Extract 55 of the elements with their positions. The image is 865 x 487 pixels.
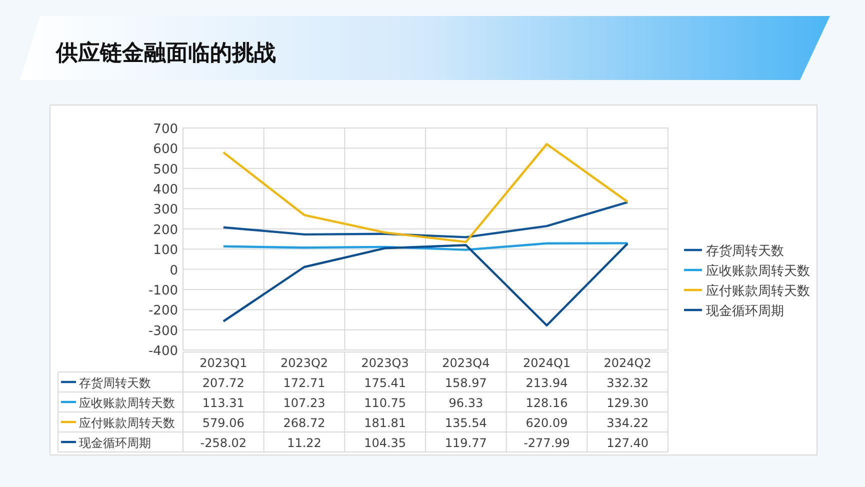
x-tick-label: 2023Q3 xyxy=(361,356,409,370)
chart-title: 供应链金融面临的挑战 xyxy=(55,40,276,66)
data-label: 207.72 xyxy=(202,376,244,390)
data-label: 96.33 xyxy=(448,396,484,410)
data-label: 113.31 xyxy=(202,396,244,410)
line-series xyxy=(222,201,629,238)
data-label: 107.23 xyxy=(283,396,326,410)
x-tick-label: 2024Q1 xyxy=(522,356,571,370)
y-tick-label: 500 xyxy=(153,162,178,178)
y-tick-label: 200 xyxy=(153,222,178,238)
y-tick-label: 700 xyxy=(153,122,178,137)
data-label: 158.97 xyxy=(444,376,487,390)
data-label: 579.06 xyxy=(202,416,244,430)
text: 存货周转天数 xyxy=(79,376,151,390)
data-label: 268.72 xyxy=(283,416,326,430)
legend-label: 存货周转天数 xyxy=(706,244,784,259)
y-tick-label: -100 xyxy=(148,283,178,298)
text: 应付账款周转天数 xyxy=(79,416,175,430)
legend-label: 现金循环周期 xyxy=(706,304,784,319)
text: 应收账款周转天数 xyxy=(79,396,175,410)
data-label: 104.35 xyxy=(364,436,406,450)
y-tick-label: 600 xyxy=(153,142,178,158)
data-label: -277.99 xyxy=(524,436,570,450)
data-label: 129.30 xyxy=(606,396,649,410)
data-label: 172.71 xyxy=(283,376,326,390)
x-tick-label: 2023Q4 xyxy=(442,356,490,370)
text: 现金循环周期 xyxy=(79,436,151,450)
y-tick-label: 100 xyxy=(153,243,178,258)
y-tick-label: 400 xyxy=(153,182,178,198)
data-label: 332.32 xyxy=(606,376,649,390)
data-label: -258.02 xyxy=(200,436,247,450)
data-label: 181.81 xyxy=(364,416,406,430)
data-label: 119.77 xyxy=(444,436,487,450)
data-label: 334.22 xyxy=(606,416,649,430)
line-series xyxy=(222,143,629,244)
y-tick-label: -200 xyxy=(148,304,178,319)
data-label: 110.75 xyxy=(364,396,406,410)
line-series xyxy=(222,242,629,251)
y-tick-label: -300 xyxy=(148,324,178,339)
data-label: 127.40 xyxy=(606,436,649,450)
data-label: 620.09 xyxy=(526,416,568,430)
data-label: 135.54 xyxy=(444,416,487,430)
data-label: 11.22 xyxy=(287,436,322,450)
x-tick-label: 2023Q1 xyxy=(200,356,248,370)
data-label: 175.41 xyxy=(364,376,406,390)
y-tick-label: 300 xyxy=(153,202,178,218)
data-label: 213.94 xyxy=(526,376,568,390)
line-series xyxy=(222,242,629,326)
x-tick-label: 2023Q2 xyxy=(280,356,328,370)
data-label: 128.16 xyxy=(526,396,568,410)
legend-label: 应收账款周转天数 xyxy=(706,263,810,279)
y-tick-label: 0 xyxy=(170,263,178,278)
x-tick-label: 2024Q2 xyxy=(604,356,652,370)
legend-label: 应付账款周转天数 xyxy=(706,283,810,299)
y-tick-label: -400 xyxy=(148,344,178,359)
